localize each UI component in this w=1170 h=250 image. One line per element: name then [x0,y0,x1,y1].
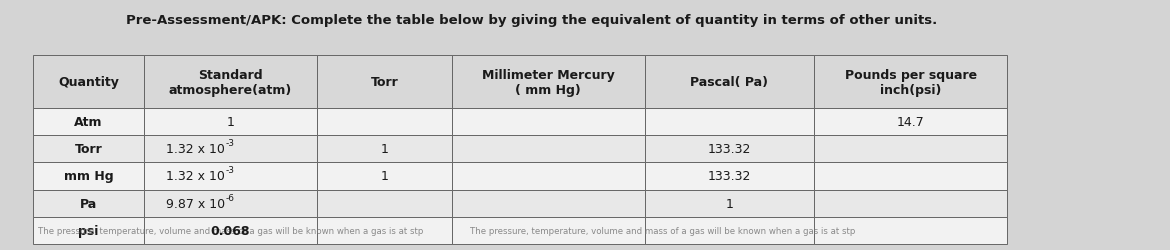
Bar [317,217,452,244]
Bar [814,190,1007,217]
Bar [33,217,144,244]
Text: The pressure, temperature, volume and mass of a gas will be known when a gas is : The pressure, temperature, volume and ma… [37,226,424,235]
Bar [144,136,317,163]
Text: Pounds per square
inch(psi): Pounds per square inch(psi) [845,68,977,96]
Bar [452,136,645,163]
Text: Millimeter Mercury
( mm Hg): Millimeter Mercury ( mm Hg) [482,68,614,96]
Text: 1: 1 [380,170,388,183]
Bar [33,109,144,136]
Bar [814,217,1007,244]
Text: -3: -3 [226,166,235,175]
Bar [144,109,317,136]
Text: Pascal( Pa): Pascal( Pa) [690,76,769,89]
Text: 1: 1 [380,143,388,156]
Text: 0.068: 0.068 [211,224,250,237]
Text: Standard
atmosphere(atm): Standard atmosphere(atm) [168,68,292,96]
Text: 9.87 x 10: 9.87 x 10 [165,197,225,210]
Bar [814,109,1007,136]
Bar [33,56,144,109]
Bar [317,190,452,217]
Bar [814,163,1007,190]
Bar [645,190,814,217]
Text: Pa: Pa [80,197,97,210]
Bar [33,136,144,163]
Bar [645,56,814,109]
Text: -3: -3 [226,139,235,148]
Bar [814,56,1007,109]
Bar [452,217,645,244]
Text: Atm: Atm [74,116,103,129]
Bar [144,190,317,217]
Text: Pre-Assessment/APK: Complete the table below by giving the equivalent of quantit: Pre-Assessment/APK: Complete the table b… [126,14,937,27]
Text: 14.7: 14.7 [897,116,924,129]
Text: 133.32: 133.32 [708,170,751,183]
Text: 133.32: 133.32 [708,143,751,156]
Bar [144,163,317,190]
Text: 1.32 x 10: 1.32 x 10 [166,143,225,156]
Bar [452,163,645,190]
Bar [144,217,317,244]
Bar [317,109,452,136]
Bar [645,163,814,190]
Text: Torr: Torr [371,76,398,89]
Bar [645,136,814,163]
Bar [645,217,814,244]
Text: Quantity: Quantity [57,76,119,89]
Bar [33,163,144,190]
Text: psi: psi [78,224,98,237]
Bar [814,136,1007,163]
Text: 1: 1 [725,197,734,210]
Bar [317,56,452,109]
Bar [645,109,814,136]
Bar [452,190,645,217]
Bar [317,163,452,190]
Text: Torr: Torr [75,143,102,156]
Bar [452,109,645,136]
Text: -6: -6 [226,193,235,202]
Text: 1.32 x 10: 1.32 x 10 [166,170,225,183]
Text: The pressure, temperature, volume and mass of a gas will be known when a gas is : The pressure, temperature, volume and ma… [469,226,855,235]
Bar [452,56,645,109]
Text: 1: 1 [227,116,234,129]
Bar [144,56,317,109]
Text: mm Hg: mm Hg [63,170,113,183]
Bar [33,190,144,217]
Bar [317,136,452,163]
